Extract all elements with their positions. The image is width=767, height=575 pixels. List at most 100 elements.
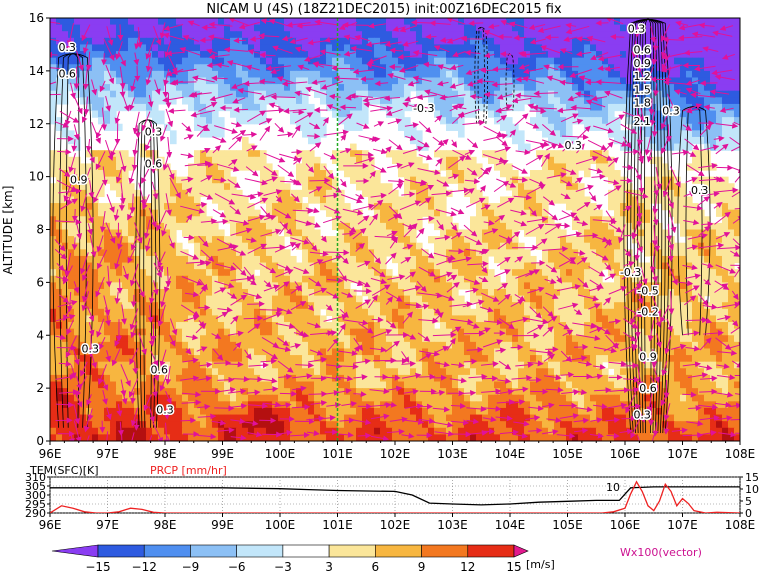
- shade-cell: [284, 37, 291, 46]
- shade-cell: [656, 295, 663, 303]
- shade-cell: [410, 249, 417, 257]
- shade-cell: [200, 335, 207, 343]
- shade-cell: [428, 282, 435, 290]
- shade-cell: [452, 163, 459, 171]
- shade-cell: [656, 90, 663, 98]
- shade-cell: [734, 328, 740, 336]
- shade-cell: [362, 84, 369, 92]
- shade-cell: [572, 37, 579, 46]
- shade-cell: [476, 57, 483, 65]
- shade-cell: [158, 97, 165, 105]
- shade-cell: [500, 222, 507, 231]
- shade-cell: [692, 262, 699, 270]
- shade-cell: [686, 196, 693, 204]
- shade-cell: [86, 236, 93, 244]
- shade-cell: [452, 37, 459, 46]
- shade-cell: [590, 222, 597, 231]
- shade-cell: [116, 64, 123, 72]
- shade-cell: [710, 97, 717, 105]
- shade-cell: [128, 64, 135, 72]
- shade-cell: [128, 77, 135, 85]
- shade-cell: [290, 189, 297, 198]
- shade-cell: [140, 302, 147, 310]
- shade-cell: [296, 348, 303, 356]
- shade-cell: [446, 117, 453, 125]
- shade-cell: [476, 189, 483, 198]
- shade-cell: [206, 170, 213, 178]
- shade-cell: [176, 64, 183, 72]
- shade-cell: [194, 57, 201, 65]
- shade-cell: [356, 348, 363, 356]
- shade-cell: [668, 97, 675, 105]
- shade-cell: [212, 31, 219, 39]
- shade-cell: [92, 18, 99, 26]
- shade-cell: [470, 328, 477, 336]
- shade-cell: [500, 335, 507, 343]
- shade-cell: [470, 315, 477, 323]
- shade-cell: [350, 57, 357, 65]
- shade-cell: [632, 64, 639, 72]
- shade-cell: [110, 275, 117, 283]
- shade-cell: [452, 249, 459, 257]
- shade-cell: [524, 328, 531, 336]
- shade-cell: [56, 70, 63, 79]
- shade-cell: [68, 236, 75, 244]
- shade-cell: [278, 255, 285, 264]
- shade-cell: [404, 24, 411, 32]
- shade-cell: [650, 97, 657, 105]
- shade-cell: [650, 341, 657, 350]
- shade-cell: [104, 117, 111, 125]
- shade-cell: [548, 136, 555, 145]
- shade-cell: [260, 24, 267, 32]
- shade-cell: [542, 282, 549, 290]
- shade-cell: [332, 216, 339, 224]
- shade-cell: [524, 37, 531, 46]
- shade-cell: [194, 302, 201, 310]
- shade-cell: [578, 242, 585, 250]
- shade-cell: [566, 110, 573, 118]
- shade-cell: [92, 295, 99, 303]
- shade-cell: [626, 51, 633, 59]
- shade-cell: [266, 37, 273, 46]
- shade-cell: [482, 44, 489, 52]
- shade-cell: [320, 70, 327, 79]
- shade-cell: [668, 44, 675, 52]
- shade-cell: [686, 302, 693, 310]
- shade-cell: [350, 315, 357, 323]
- shade-cell: [656, 77, 663, 85]
- shade-cell: [728, 328, 735, 336]
- shade-cell: [200, 269, 207, 277]
- shade-cell: [374, 242, 381, 250]
- shade-cell: [206, 249, 213, 257]
- shade-cell: [734, 117, 740, 125]
- shade-cell: [476, 315, 483, 323]
- shade-cell: [110, 163, 117, 171]
- shade-cell: [152, 275, 159, 283]
- shade-cell: [320, 97, 327, 105]
- shade-cell: [98, 70, 105, 79]
- shade-cell: [98, 255, 105, 264]
- shade-cell: [302, 123, 309, 131]
- shade-cell: [398, 282, 405, 290]
- shade-cell: [506, 249, 513, 257]
- shade-cell: [530, 183, 537, 191]
- shade-cell: [464, 77, 471, 85]
- shade-cell: [350, 18, 357, 26]
- shade-cell: [626, 295, 633, 303]
- shade-cell: [314, 275, 321, 283]
- shade-cell: [476, 70, 483, 79]
- shade-cell: [554, 44, 561, 52]
- shade-cell: [218, 308, 225, 317]
- shade-cell: [236, 222, 243, 231]
- shade-cell: [470, 64, 477, 72]
- shade-cell: [404, 90, 411, 98]
- shade-cell: [530, 262, 537, 270]
- shade-cell: [188, 70, 195, 79]
- shade-cell: [314, 90, 321, 98]
- shade-cell: [716, 84, 723, 92]
- shade-cell: [290, 18, 297, 26]
- shade-cell: [212, 110, 219, 118]
- shade-cell: [620, 335, 627, 343]
- shade-cell: [140, 249, 147, 257]
- shade-cell: [164, 229, 171, 237]
